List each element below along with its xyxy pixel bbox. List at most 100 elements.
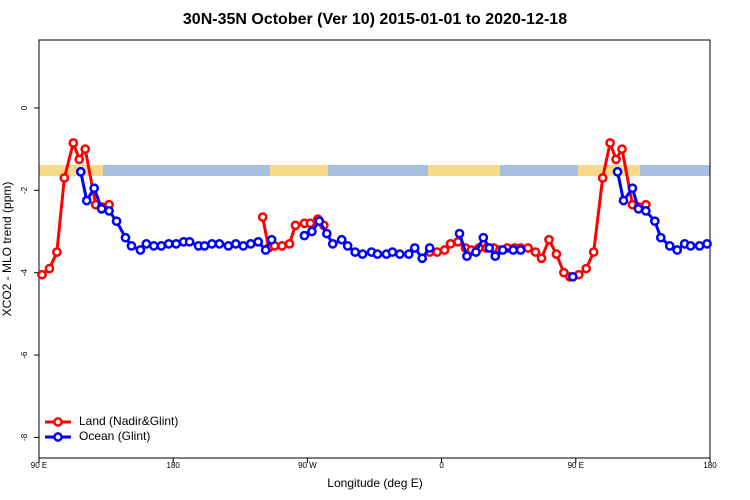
- data-point: [214, 239, 225, 249]
- data-point: [462, 251, 472, 262]
- data-point: [471, 247, 481, 257]
- data-point: [135, 245, 146, 255]
- y-tick-label: -8: [20, 433, 29, 441]
- data-point: [238, 241, 249, 251]
- data-point: [68, 138, 79, 148]
- data-point: [96, 203, 107, 214]
- data-point: [336, 234, 347, 245]
- data-point: [171, 239, 182, 249]
- data-point: [409, 243, 420, 253]
- data-point: [617, 144, 627, 154]
- plot-frame: [38, 39, 711, 459]
- data-point: [299, 230, 310, 241]
- data-point: [394, 249, 405, 259]
- data-point: [59, 173, 70, 183]
- data-point: [184, 236, 195, 247]
- data-point: [223, 241, 234, 251]
- data-point: [664, 241, 675, 251]
- data-point: [307, 226, 317, 237]
- data-point: [424, 243, 435, 253]
- y-tick-label: -2: [20, 186, 29, 194]
- data-point: [702, 239, 712, 249]
- y-tick-label: -6: [20, 351, 29, 359]
- x-tick-label: 0: [439, 461, 444, 470]
- data-point: [536, 253, 547, 264]
- x-tick-label: 90 E: [568, 461, 584, 470]
- data-point: [260, 245, 271, 255]
- chart-title: 30N-35N October (Ver 10) 2015-01-01 to 2…: [183, 11, 567, 28]
- data-point: [266, 234, 277, 245]
- surface-strip: [39, 165, 710, 176]
- data-point: [277, 241, 287, 251]
- data-point: [627, 183, 638, 194]
- land-strip: [428, 165, 500, 176]
- land-strip: [39, 165, 103, 176]
- data-point: [230, 239, 241, 249]
- data-point: [257, 212, 268, 222]
- land-strip: [270, 165, 328, 176]
- x-tick-label: 180: [703, 461, 717, 470]
- data-point: [612, 166, 623, 177]
- data-point: [284, 239, 295, 249]
- data-point: [618, 195, 629, 206]
- x-tick-label: 90 E: [31, 461, 47, 470]
- data-point: [74, 154, 85, 165]
- data-point: [327, 239, 338, 249]
- data-point: [530, 247, 541, 257]
- y-tick-label: -4: [20, 269, 29, 277]
- data-point: [445, 239, 456, 249]
- data-point: [649, 216, 660, 227]
- data-point: [605, 138, 615, 148]
- data-point: [314, 216, 325, 227]
- data-point: [588, 247, 599, 257]
- data-point: [523, 243, 533, 253]
- data-point: [75, 166, 86, 177]
- data-point: [544, 234, 554, 245]
- ocean-strip: [39, 165, 710, 176]
- data-point: [141, 239, 152, 249]
- data-point: [672, 245, 683, 255]
- data-point: [490, 251, 501, 262]
- data-point: [156, 241, 167, 251]
- data-point: [357, 249, 368, 259]
- data-point: [454, 228, 465, 239]
- data-point: [245, 239, 256, 249]
- data-point: [567, 271, 578, 282]
- data-point: [104, 206, 114, 216]
- data-point: [321, 228, 332, 239]
- data-point: [163, 239, 174, 249]
- data-point: [52, 247, 62, 257]
- data-point: [81, 195, 92, 206]
- legend-label: Land (Nadir&Glint): [79, 414, 178, 428]
- data-point: [417, 253, 428, 264]
- data-point: [148, 241, 159, 251]
- data-point: [439, 245, 450, 255]
- data-point: [44, 263, 55, 274]
- data-point: [432, 247, 442, 257]
- data-point: [508, 245, 519, 255]
- data-point: [694, 241, 705, 251]
- data-point: [633, 203, 644, 214]
- data-point: [611, 154, 621, 165]
- data-point: [342, 241, 353, 251]
- data-point: [37, 269, 47, 280]
- y-tick-label: 0: [20, 105, 29, 110]
- data-point: [515, 245, 526, 255]
- data-point: [387, 247, 398, 257]
- legend-marker: [53, 417, 63, 427]
- data-point: [581, 263, 592, 274]
- data-point: [199, 241, 210, 251]
- data-point: [207, 239, 217, 249]
- x-axis-label: Longitude (deg E): [327, 476, 422, 490]
- data-point: [253, 236, 264, 247]
- data-point: [685, 241, 696, 251]
- data-point: [350, 247, 360, 257]
- data-point: [305, 218, 316, 229]
- data-point: [372, 249, 383, 259]
- data-point: [80, 144, 91, 154]
- data-point: [403, 249, 414, 259]
- x-tick-label: 180: [167, 461, 181, 470]
- data-point: [484, 243, 495, 253]
- legend-marker: [53, 432, 63, 442]
